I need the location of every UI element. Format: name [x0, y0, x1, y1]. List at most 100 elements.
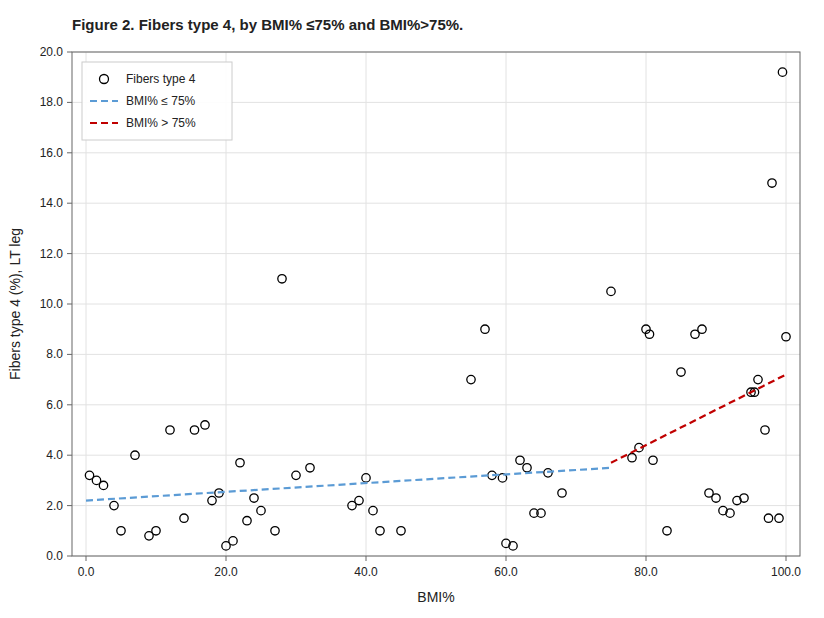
scatter-point — [229, 537, 237, 545]
tick-y — [67, 404, 72, 405]
plot-area — [72, 52, 800, 556]
tick-label-y: 4.0 — [46, 448, 63, 462]
grid-line-y — [72, 304, 800, 305]
scatter-point — [628, 454, 636, 462]
legend-marker — [100, 75, 109, 84]
grid-line-y — [72, 455, 800, 456]
scatter-point — [99, 481, 107, 489]
scatter-point — [152, 527, 160, 535]
trend-line — [611, 375, 786, 463]
scatter-point — [663, 527, 671, 535]
legend: Fibers type 4 BMI% ≤ 75% BMI% > 75% — [82, 62, 232, 140]
tick-label-y: 10.0 — [40, 297, 64, 311]
scatter-point — [754, 375, 762, 383]
tick-y — [67, 505, 72, 506]
legend-label: Fibers type 4 — [126, 72, 196, 86]
scatter-point — [208, 496, 216, 504]
scatter-point — [523, 464, 531, 472]
grid-line-y — [72, 203, 800, 204]
scatter-point — [481, 325, 489, 333]
legend-label: BMI% ≤ 75% — [126, 94, 196, 108]
tick-x — [226, 556, 227, 561]
scatter-point — [782, 333, 790, 341]
scatter-point — [190, 426, 198, 434]
scatter-point — [467, 375, 475, 383]
scatter-point — [166, 426, 174, 434]
scatter-point — [768, 179, 776, 187]
scatter-point — [278, 275, 286, 283]
tick-label-y: 20.0 — [40, 45, 64, 59]
tick-y — [67, 304, 72, 305]
tick-y — [67, 556, 72, 557]
tick-y — [67, 152, 72, 153]
tick-label-x: 60.0 — [494, 565, 518, 579]
tick-y — [67, 354, 72, 355]
tick-y — [67, 455, 72, 456]
scatter-point — [117, 527, 125, 535]
scatter-point — [778, 68, 786, 76]
legend-line — [90, 122, 118, 124]
tick-label-y: 14.0 — [40, 196, 64, 210]
tick-label-x: 100.0 — [771, 565, 801, 579]
scatter-point — [376, 527, 384, 535]
scatter-point — [712, 494, 720, 502]
tick-x — [506, 556, 507, 561]
chart: Figure 2. Fibers type 4, by BMI% ≤75% an… — [0, 0, 824, 618]
scatter-point — [180, 514, 188, 522]
scatter-point — [726, 509, 734, 517]
grid-line-y — [72, 253, 800, 254]
plot-frame — [72, 52, 800, 556]
y-axis-label: Fibers type 4 (%), LT leg — [7, 228, 23, 380]
scatter-point — [537, 509, 545, 517]
tick-x — [786, 556, 787, 561]
tick-label-y: 12.0 — [40, 247, 64, 261]
tick-label-y: 18.0 — [40, 95, 64, 109]
title: Figure 2. Fibers type 4, by BMI% ≤75% an… — [72, 16, 463, 33]
trend-line — [86, 468, 611, 501]
scatter-point — [369, 506, 377, 514]
scatter-point — [775, 514, 783, 522]
scatter-point — [764, 514, 772, 522]
grid-line-y — [72, 152, 800, 153]
tick-x — [86, 556, 87, 561]
grid-line-y — [72, 505, 800, 506]
legend-line — [90, 100, 118, 102]
scatter-point — [544, 469, 552, 477]
legend-label: BMI% > 75% — [126, 116, 196, 130]
tick-x — [366, 556, 367, 561]
scatter-point — [509, 542, 517, 550]
scatter-point — [257, 506, 265, 514]
tick-y — [67, 52, 72, 53]
scatter-point — [355, 496, 363, 504]
scatter-point — [271, 527, 279, 535]
scatter-point — [558, 489, 566, 497]
scatter-point — [649, 456, 657, 464]
tick-label-y: 2.0 — [46, 499, 63, 513]
tick-label-y: 16.0 — [40, 146, 64, 160]
scatter-point — [761, 426, 769, 434]
scatter-point — [250, 494, 258, 502]
tick-label-y: 8.0 — [46, 347, 63, 361]
scatter-point — [131, 451, 139, 459]
tick-y — [67, 253, 72, 254]
grid — [72, 52, 800, 556]
scatter-point — [243, 517, 251, 525]
scatter-point — [292, 471, 300, 479]
tick-y — [67, 203, 72, 204]
tick-x — [646, 556, 647, 561]
tick-label-y: 6.0 — [46, 398, 63, 412]
tick-label-x: 80.0 — [634, 565, 658, 579]
scatter-point — [516, 456, 524, 464]
scatter-point — [306, 464, 314, 472]
scatter-point — [645, 330, 653, 338]
x-axis-label: BMI% — [417, 589, 454, 605]
tick-label-x: 40.0 — [354, 565, 378, 579]
scatter-point — [677, 368, 685, 376]
grid-line-y — [72, 354, 800, 355]
tick-label-x: 20.0 — [214, 565, 238, 579]
tick-label-x: 0.0 — [78, 565, 95, 579]
scatter-point — [362, 474, 370, 482]
scatter-point — [397, 527, 405, 535]
scatter-point — [698, 325, 706, 333]
scatter-point — [607, 287, 615, 295]
